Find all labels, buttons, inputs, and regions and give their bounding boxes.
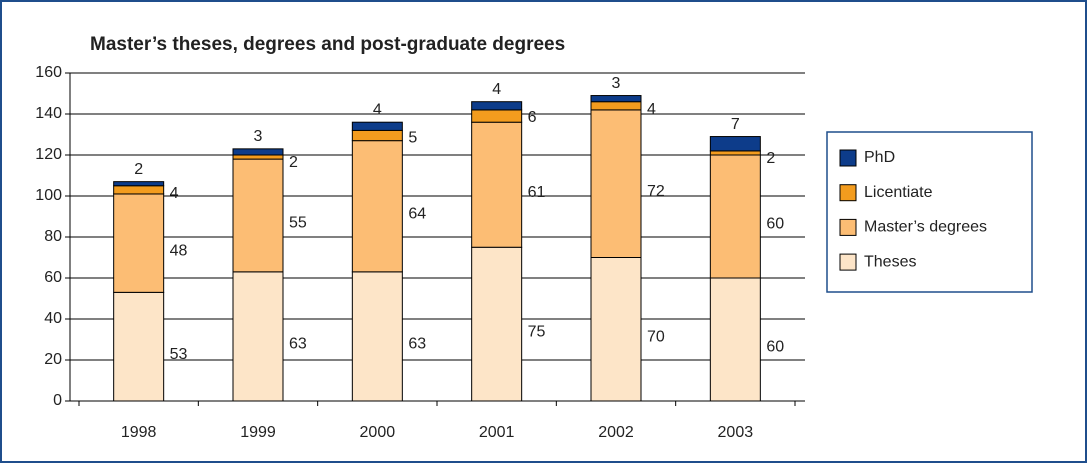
bar-segment	[709, 136, 761, 152]
value-label: 63	[408, 336, 426, 353]
bar-segment	[471, 246, 523, 402]
legend-swatch	[839, 218, 857, 236]
legend-label: PhD	[864, 149, 895, 166]
value-label: 60	[766, 339, 784, 356]
x-tick-label: 2000	[360, 424, 396, 441]
bar-segment	[471, 101, 523, 111]
y-tick-label: 60	[44, 269, 62, 286]
y-tick-label: 80	[44, 228, 62, 245]
bar-segment	[113, 185, 165, 195]
legend-swatch	[839, 149, 857, 167]
legend-swatch	[839, 253, 857, 271]
value-label: 48	[170, 242, 188, 259]
bar-segment	[590, 257, 642, 402]
bar-segment	[351, 271, 403, 402]
bar-segment	[113, 181, 165, 187]
bar-segment	[590, 101, 642, 111]
value-label: 2	[766, 150, 775, 167]
value-label: 64	[408, 205, 426, 222]
bar-segment	[709, 277, 761, 402]
bar-segment	[232, 158, 284, 273]
bar-segment	[232, 148, 284, 156]
value-label: 70	[647, 328, 665, 345]
bar-segment	[351, 129, 403, 142]
bar-segment	[471, 121, 523, 248]
bar-segment	[232, 154, 284, 160]
x-tick-label: 2001	[479, 424, 515, 441]
bar-segment	[351, 140, 403, 273]
value-label: 4	[373, 101, 382, 118]
value-label: 4	[492, 81, 501, 98]
y-tick-label: 160	[35, 64, 62, 81]
bar-segment	[590, 109, 642, 259]
value-label: 7	[731, 116, 740, 133]
y-tick-label: 20	[44, 351, 62, 368]
value-label: 53	[170, 346, 188, 363]
value-label: 5	[408, 130, 417, 147]
bar-segment	[232, 271, 284, 402]
value-label: 61	[528, 184, 546, 201]
value-label: 72	[647, 183, 665, 200]
value-label: 3	[254, 128, 263, 145]
bar-segment	[590, 95, 642, 103]
bar-segment	[471, 109, 523, 123]
value-label: 60	[766, 216, 784, 233]
value-label: 55	[289, 215, 307, 232]
legend	[826, 131, 1033, 293]
x-tick-label: 1999	[240, 424, 276, 441]
y-tick-label: 40	[44, 310, 62, 327]
bar-segment	[709, 154, 761, 279]
x-tick-label: 1998	[121, 424, 157, 441]
bar-segment	[351, 121, 403, 131]
value-label: 63	[289, 336, 307, 353]
legend-label: Licentiate	[864, 184, 933, 201]
legend-label: Master’s degrees	[864, 219, 987, 236]
bar-segment	[113, 193, 165, 293]
value-label: 4	[170, 185, 179, 202]
value-label: 3	[612, 75, 621, 92]
value-label: 4	[647, 101, 656, 118]
value-label: 2	[289, 154, 298, 171]
chart-title: Master’s theses, degrees and post-gradua…	[90, 34, 565, 55]
legend-label: Theses	[864, 253, 916, 270]
y-tick-label: 0	[53, 392, 62, 409]
bar-segment	[709, 150, 761, 156]
legend-swatch	[839, 184, 857, 202]
y-tick-label: 100	[35, 187, 62, 204]
x-tick-label: 2003	[718, 424, 754, 441]
x-tick-label: 2002	[598, 424, 634, 441]
y-tick-label: 140	[35, 105, 62, 122]
value-label: 6	[528, 109, 537, 126]
value-label: 2	[134, 161, 143, 178]
y-tick-label: 120	[35, 146, 62, 163]
bar-segment	[113, 291, 165, 402]
value-label: 75	[528, 323, 546, 340]
